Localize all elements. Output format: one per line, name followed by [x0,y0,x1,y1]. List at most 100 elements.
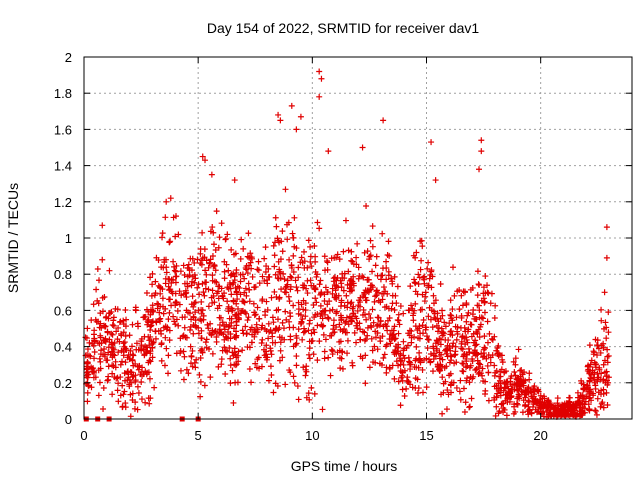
data-point [147,274,154,281]
data-point [412,300,419,307]
data-point [308,384,315,391]
data-point [418,257,425,264]
data-point [202,339,209,346]
data-point [514,401,521,408]
data-point [432,316,439,323]
data-point [190,330,197,337]
data-point [526,376,533,383]
data-point [313,273,320,280]
data-point [512,372,519,379]
data-point [101,351,108,358]
data-point [170,258,177,265]
data-point [265,320,272,327]
data-point [194,284,201,291]
data-point [517,367,524,374]
data-point [587,374,594,381]
data-point [152,335,159,342]
chart-title: Day 154 of 2022, SRMTID for receiver dav… [207,20,480,36]
data-point [303,285,310,292]
data-point [244,253,251,260]
data-point [590,348,597,355]
data-point [599,399,606,406]
data-point [407,366,414,373]
data-point [344,350,351,357]
data-point [448,357,455,364]
data-point [576,399,583,406]
data-point [330,322,337,329]
data-point [158,340,165,347]
data-point [293,335,300,342]
data-point [302,300,309,307]
data-point [574,389,581,396]
data-point [603,389,610,396]
data-point [517,373,524,380]
data-point [308,263,315,270]
axis-ticks: 00.20.40.60.811.21.41.61.820 5 10 15 20 [54,50,632,443]
data-point [210,229,217,236]
data-point [412,323,419,330]
data-point [457,377,464,384]
data-point [286,298,293,305]
data-point [316,68,323,75]
data-point [122,323,129,330]
data-point [249,273,256,280]
data-point [302,313,309,320]
data-point [451,292,458,299]
data-point [592,361,599,368]
data-point [115,380,122,387]
data-point [372,262,379,269]
data-point [373,253,380,260]
data-point [241,289,248,296]
data-point [85,352,92,359]
data-point [464,363,471,370]
data-point [427,358,434,365]
data-point [267,327,274,334]
data-point [155,327,162,334]
data-point [321,311,328,318]
data-point [105,344,112,351]
data-point [366,364,373,371]
data-point [274,316,281,323]
data-point [336,321,343,328]
data-point [175,231,182,238]
data-point [443,406,450,413]
data-point [107,310,114,317]
data-point [521,369,528,376]
data-point [84,325,91,332]
data-point [467,321,474,328]
data-point [160,310,167,317]
data-point [225,303,232,310]
data-point [566,398,573,405]
data-point [417,238,424,245]
data-point [256,315,263,322]
data-point [162,275,169,282]
data-point [252,326,259,333]
data-point [479,365,486,372]
data-point [310,326,317,333]
data-point [229,307,236,314]
data-point [163,345,170,352]
data-point [355,275,362,282]
data-point [398,358,405,365]
data-point [226,322,233,329]
data-point [234,379,241,386]
data-point [170,214,177,221]
data-point [461,408,468,415]
data-point [316,338,323,345]
data-point [486,330,493,337]
data-point [468,395,475,402]
data-point [369,223,376,230]
data-point [233,334,240,341]
data-point [277,256,284,263]
data-point [83,366,90,373]
data-point [216,302,223,309]
data-point [272,325,279,332]
data-point [272,271,279,278]
data-point [555,402,562,409]
data-point [165,296,172,303]
data-point [250,300,257,307]
data-point [501,379,508,386]
data-point [453,314,460,321]
data-point [172,290,179,297]
data-point [386,365,393,372]
